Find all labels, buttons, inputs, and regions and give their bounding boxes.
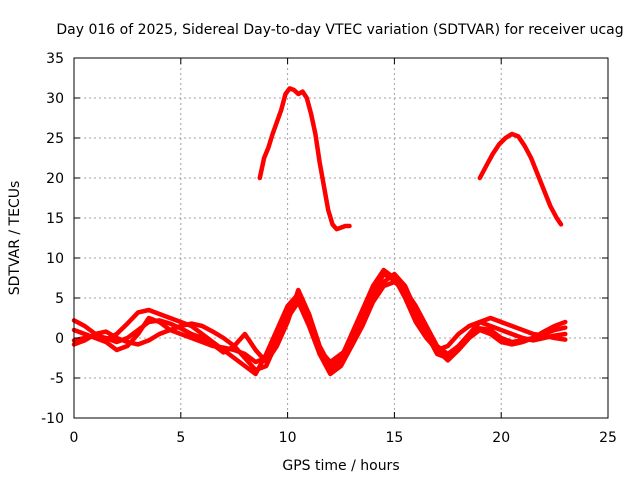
series-arc-1 — [257, 86, 352, 232]
y-tick-label: 0 — [55, 331, 64, 347]
series-trace-4 — [71, 271, 568, 377]
y-tick-label: 35 — [46, 51, 64, 67]
y-tick-label: -10 — [41, 411, 64, 427]
y-tick-label: 30 — [46, 91, 64, 107]
x-tick-label: 10 — [279, 430, 297, 446]
chart-title: Day 016 of 2025, Sidereal Day-to-day VTE… — [56, 22, 623, 38]
x-tick-label: 20 — [492, 430, 510, 446]
y-axis-label: SDTVAR / TECUs — [7, 181, 23, 296]
y-tick-label: 25 — [46, 131, 64, 147]
y-tick-label: 15 — [46, 211, 64, 227]
y-tick-label: 10 — [46, 251, 64, 267]
x-axis-label: GPS time / hours — [282, 458, 399, 474]
y-tick-label: -5 — [50, 371, 64, 387]
y-tick-label: 20 — [46, 171, 64, 187]
x-tick-label: 25 — [599, 430, 617, 446]
x-tick-label: 5 — [176, 430, 185, 446]
plot-frame — [73, 57, 609, 419]
x-tick-label: 15 — [385, 430, 403, 446]
y-tick-label: 5 — [55, 291, 64, 307]
axis-ticks: 0 5 10 15 20 25 -10 -5 0 5 10 15 20 25 30 35 — [41, 51, 617, 446]
series-arc-2 — [477, 131, 564, 227]
data-series — [71, 86, 568, 377]
x-tick-label: 0 — [70, 430, 79, 446]
